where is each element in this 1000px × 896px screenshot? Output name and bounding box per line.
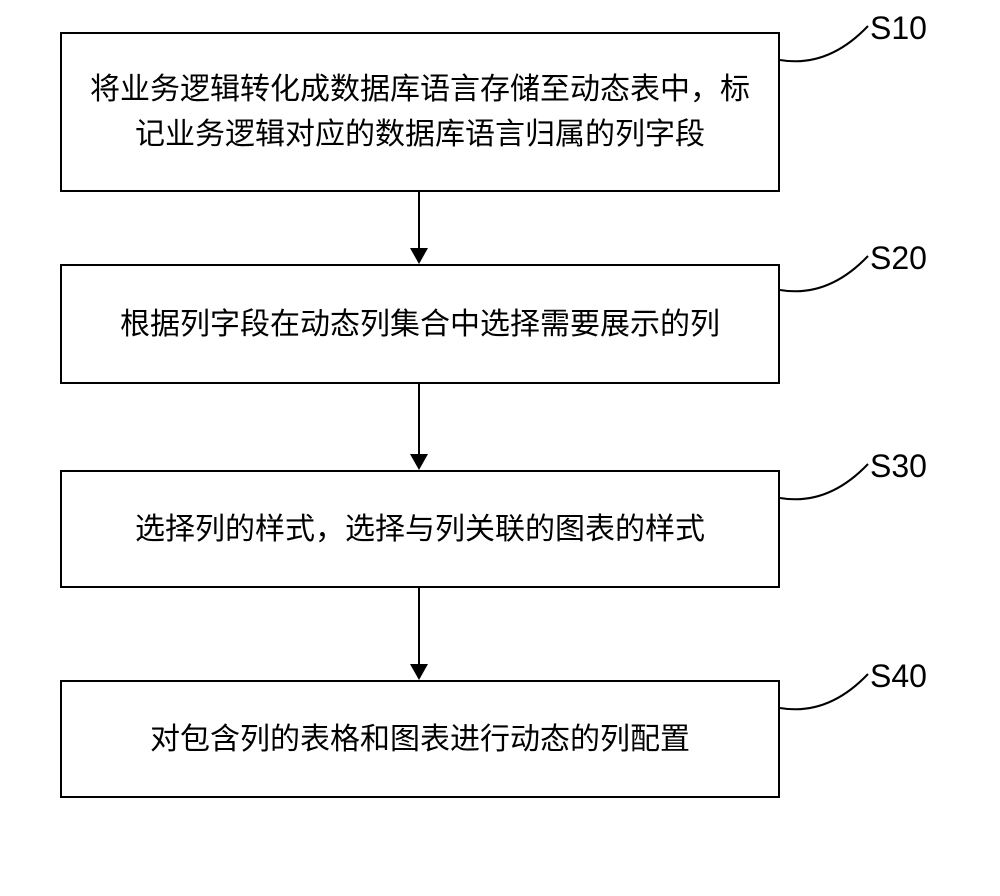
connector-s40 xyxy=(778,668,873,718)
step-box-s20: 根据列字段在动态列集合中选择需要展示的列 xyxy=(60,264,780,384)
step-label-s40: S40 xyxy=(870,658,927,695)
connector-s20 xyxy=(778,250,873,300)
step-text-s20: 根据列字段在动态列集合中选择需要展示的列 xyxy=(120,302,720,347)
step-label-s10: S10 xyxy=(870,10,927,47)
arrow-s10-s20 xyxy=(418,192,420,262)
step-text-s10: 将业务逻辑转化成数据库语言存储至动态表中，标记业务逻辑对应的数据库语言归属的列字… xyxy=(82,67,758,157)
step-box-s10: 将业务逻辑转化成数据库语言存储至动态表中，标记业务逻辑对应的数据库语言归属的列字… xyxy=(60,32,780,192)
step-label-s30: S30 xyxy=(870,448,927,485)
step-text-s30: 选择列的样式，选择与列关联的图表的样式 xyxy=(135,507,705,552)
arrow-s20-s30 xyxy=(418,384,420,468)
flowchart-container: 将业务逻辑转化成数据库语言存储至动态表中，标记业务逻辑对应的数据库语言归属的列字… xyxy=(0,0,1000,896)
step-box-s40: 对包含列的表格和图表进行动态的列配置 xyxy=(60,680,780,798)
arrow-s30-s40 xyxy=(418,588,420,678)
connector-s10 xyxy=(778,20,873,70)
step-label-s20: S20 xyxy=(870,240,927,277)
step-box-s30: 选择列的样式，选择与列关联的图表的样式 xyxy=(60,470,780,588)
connector-s30 xyxy=(778,458,873,508)
step-text-s40: 对包含列的表格和图表进行动态的列配置 xyxy=(150,717,690,762)
